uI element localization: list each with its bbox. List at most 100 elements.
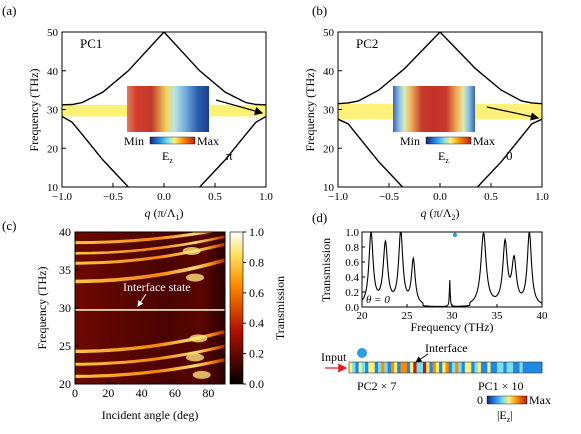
panel-d-strip-cell: [496, 362, 501, 373]
panel-b-ticks: −1.0 −0.5 0.0 0.5 1.0 10 20 30 40 50: [323, 27, 549, 203]
panel-d-strip-cell: [352, 362, 356, 373]
panel-d-strip-cell: [445, 362, 450, 373]
panel-d-xtick-label: 35: [492, 310, 504, 322]
panel-a-ytick-label: 50: [47, 27, 59, 39]
panel-d-ytick-label: 0.4: [345, 272, 359, 284]
panel-d-strip-cell: [397, 362, 401, 373]
panel-b-xtick-label: 1.0: [535, 191, 549, 203]
panel-d-strip-cell: [448, 362, 453, 373]
panel-c-xtick-label: 40: [136, 386, 148, 400]
panel-d-strip-cell: [509, 362, 514, 373]
panel-d-colorbar: [486, 395, 528, 405]
panel-d-strip-cell: [477, 362, 482, 373]
panel-d-strip-cell: [519, 362, 523, 373]
panel-b-ytick-label: 50: [323, 27, 335, 39]
panel-c-cbar-tick-label: 0.6: [249, 286, 264, 300]
panel-d-strip-cell: [471, 362, 475, 373]
panel-d-source-dot: [357, 348, 367, 358]
panel-d-strip-cell: [525, 362, 530, 373]
panel-a-ytick-label: 10: [47, 182, 59, 194]
panel-a-xtick-label: −0.5: [103, 191, 123, 203]
panel-d-xtick-label: 40: [537, 310, 549, 322]
panel-d-strip-cell: [381, 362, 385, 373]
panel-d-strip-cell: [487, 362, 491, 373]
panel-a-ytick-label: 30: [47, 105, 59, 117]
panel-a-band-1-left: [62, 115, 130, 187]
panel-d-xtick-label: 30: [447, 310, 459, 322]
panel-d-strip-cell: [458, 362, 462, 373]
panel-c-ytick-label: 20: [59, 377, 71, 391]
panel-c-ytick-label: 25: [59, 339, 71, 353]
panel-d-strip-frame: [348, 361, 543, 374]
panel-d-ylabel: Transmission: [319, 238, 333, 302]
panel-c-ytick-label: 35: [59, 263, 71, 277]
panel-a-field-label: Ez: [162, 149, 173, 165]
panel-c-mode-band: [75, 258, 225, 284]
panel-d-strip-cell: [365, 362, 369, 373]
panel-c-mode-band: [75, 232, 217, 245]
panel-c-heatmap-bands: [75, 232, 225, 379]
panel-d-strip-cell: [535, 362, 540, 373]
panel-a-ytick-label: 40: [47, 66, 59, 78]
panel-d-strip-cell: [516, 362, 520, 373]
panel-d-xtick-label: 20: [357, 310, 369, 322]
panel-a-title: PC1: [80, 36, 102, 51]
panel-d-strip-cell: [432, 362, 437, 373]
panel-d-strip-cell: [532, 362, 536, 373]
panel-b-xlabel: q (π/Λ2): [420, 206, 459, 222]
panel-d-strip-cell: [442, 362, 446, 373]
panel-a-colorbar: [149, 136, 196, 145]
panel-d-xtick-label: 25: [402, 310, 414, 322]
panel-c-hotspot: [189, 334, 208, 343]
panel-d-angle-label: θ = 0: [366, 294, 390, 306]
panel-d-strip-cell: [500, 362, 504, 373]
panel-c-xtick-label: 20: [102, 386, 114, 400]
panel-d-cbar-min: 0: [477, 393, 483, 407]
panel-c-annotation: Interface state: [123, 280, 191, 294]
panel-d-xlabel: Frequency (THz): [411, 320, 494, 334]
panel-a-band-0-left: [62, 32, 165, 106]
panel-d-strip-cell: [429, 362, 433, 373]
panel-b: (b) PC2 Min Max Ez 0 −1.0 −0.5 0.0 0.5 1.0 10…: [303, 3, 549, 222]
panel-b-xtick-label: −0.5: [379, 191, 399, 203]
panel-c-cbar-tick-label: 0.4: [249, 316, 264, 330]
panel-d-strip-cell: [406, 362, 411, 373]
panel-d-ytick-label: 0.6: [345, 257, 359, 269]
panel-a-phase-label: π: [226, 148, 233, 163]
panel-d-strip-cell: [390, 362, 395, 373]
panel-d-marker-dot: [452, 232, 458, 238]
panel-d-strip-cell: [493, 362, 498, 373]
panel-a-xtick-label: 0.5: [208, 191, 222, 203]
panel-a-band-curves: [62, 32, 266, 187]
panel-b-band-1-right: [476, 118, 542, 187]
panel-d-strip-cell: [484, 362, 488, 373]
panel-c-mode-band: [75, 344, 225, 366]
panel-d-strip-cell: [394, 362, 398, 373]
panel-d-cbar-max: Max: [529, 393, 551, 407]
panel-d-strip-cell: [439, 362, 443, 373]
panel-d-strip-cell: [451, 362, 456, 373]
panel-d-strip-cell: [422, 362, 427, 373]
panel-d-strip-cell: [490, 362, 495, 373]
panel-d-ytick-label: 0.8: [345, 242, 359, 254]
panel-d-strip-cell: [361, 362, 366, 373]
panel-c-cbar-tick-label: 1.0: [249, 225, 264, 239]
panel-b-band-0-right: [439, 32, 542, 105]
panel-a-xlabel: q (π/Λ1): [144, 206, 183, 222]
panel-c-xtick-label: 80: [202, 386, 214, 400]
panel-d-strip-cell: [368, 362, 372, 373]
panel-d-strip-cell: [464, 362, 469, 373]
panel-b-ylabel: Frequency (THz): [303, 69, 317, 152]
panel-d-strip-cell: [506, 362, 511, 373]
panel-b-xtick-label: −1.0: [328, 191, 348, 203]
panel-b-title: PC2: [356, 36, 378, 51]
panel-d-strip-cell: [416, 362, 421, 373]
panel-b-arrow: [486, 106, 540, 121]
panel-d-strip-cell: [410, 362, 414, 373]
panel-d-strip-cell: [374, 362, 379, 373]
panel-a-xtick-label: −1.0: [52, 191, 72, 203]
panel-d-strip-cell: [403, 362, 408, 373]
panel-c-colorbar-label: Transmission: [273, 276, 287, 340]
panel-d-letter: (d): [312, 210, 327, 225]
